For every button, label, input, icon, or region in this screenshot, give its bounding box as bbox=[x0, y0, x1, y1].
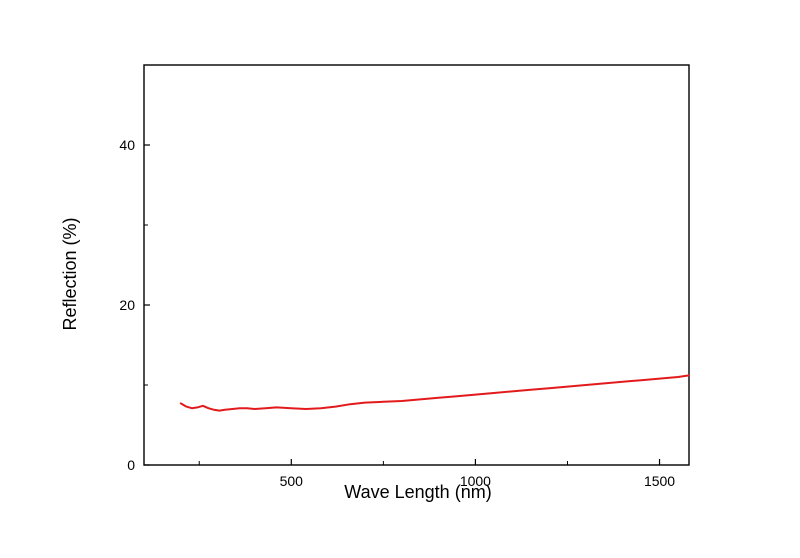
x-tick-label-1000: 1000 bbox=[460, 473, 491, 489]
plot-frame bbox=[143, 64, 690, 466]
y-axis-title: Reflection (%) bbox=[60, 217, 80, 330]
y-tick-label-0: 0 bbox=[127, 457, 135, 473]
y-tick-label-20: 20 bbox=[119, 297, 135, 313]
series-line-0 bbox=[179, 374, 690, 412]
x-tick-label-1500: 1500 bbox=[644, 473, 675, 489]
y-tick-label-40: 40 bbox=[119, 137, 135, 153]
x-tick-label-500: 500 bbox=[280, 473, 304, 489]
x-axis-ticks: 500 1000 1500 bbox=[198, 459, 675, 489]
series-layer bbox=[179, 374, 690, 412]
y-axis-ticks: 0 20 40 bbox=[119, 137, 150, 473]
x-axis-title: Wave Length (nm) bbox=[344, 482, 491, 502]
